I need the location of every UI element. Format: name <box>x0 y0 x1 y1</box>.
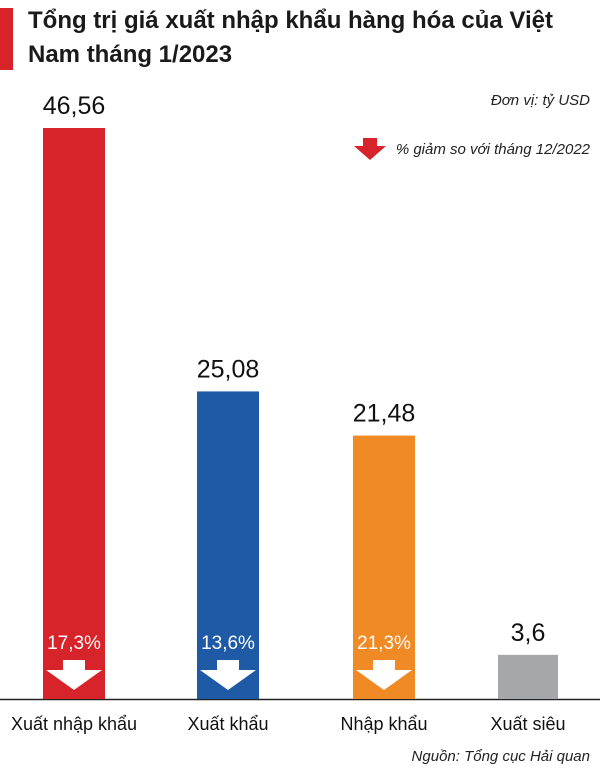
decrease-arrow-icon <box>46 660 102 690</box>
decrease-arrow-icon <box>356 660 412 690</box>
bar-1 <box>43 128 105 699</box>
category-label-4: Xuất siêu <box>490 714 565 734</box>
category-label-2: Xuất khẩu <box>187 714 268 734</box>
unit-label: Đơn vị: tỷ USD <box>490 92 590 109</box>
legend-label: % giảm so với tháng 12/2022 <box>395 140 590 158</box>
decrease-label-3: 21,3% <box>357 633 411 654</box>
category-label-1: Xuất nhập khẩu <box>11 714 137 734</box>
decrease-arrow-icon <box>353 138 386 160</box>
title-accent-bar <box>0 8 13 70</box>
source-note: Nguồn: Tổng cục Hải quan <box>411 748 590 765</box>
category-label-3: Nhập khẩu <box>340 714 427 734</box>
value-label-2: 25,08 <box>197 355 260 383</box>
legend: % giảm so với tháng 12/2022 <box>352 138 590 160</box>
value-label-4: 3,6 <box>511 619 546 647</box>
chart-title: Tổng trị giá xuất nhập khẩu hàng hóa của… <box>28 7 553 68</box>
bar-2 <box>197 391 259 699</box>
bar-3 <box>353 435 415 699</box>
decrease-label-2: 13,6% <box>201 633 255 654</box>
decrease-label-1: 17,3% <box>47 633 101 654</box>
value-label-3: 21,48 <box>353 400 416 428</box>
decrease-arrow-icon <box>200 660 256 690</box>
value-label-1: 46,56 <box>43 92 106 120</box>
bar-4 <box>498 654 558 699</box>
